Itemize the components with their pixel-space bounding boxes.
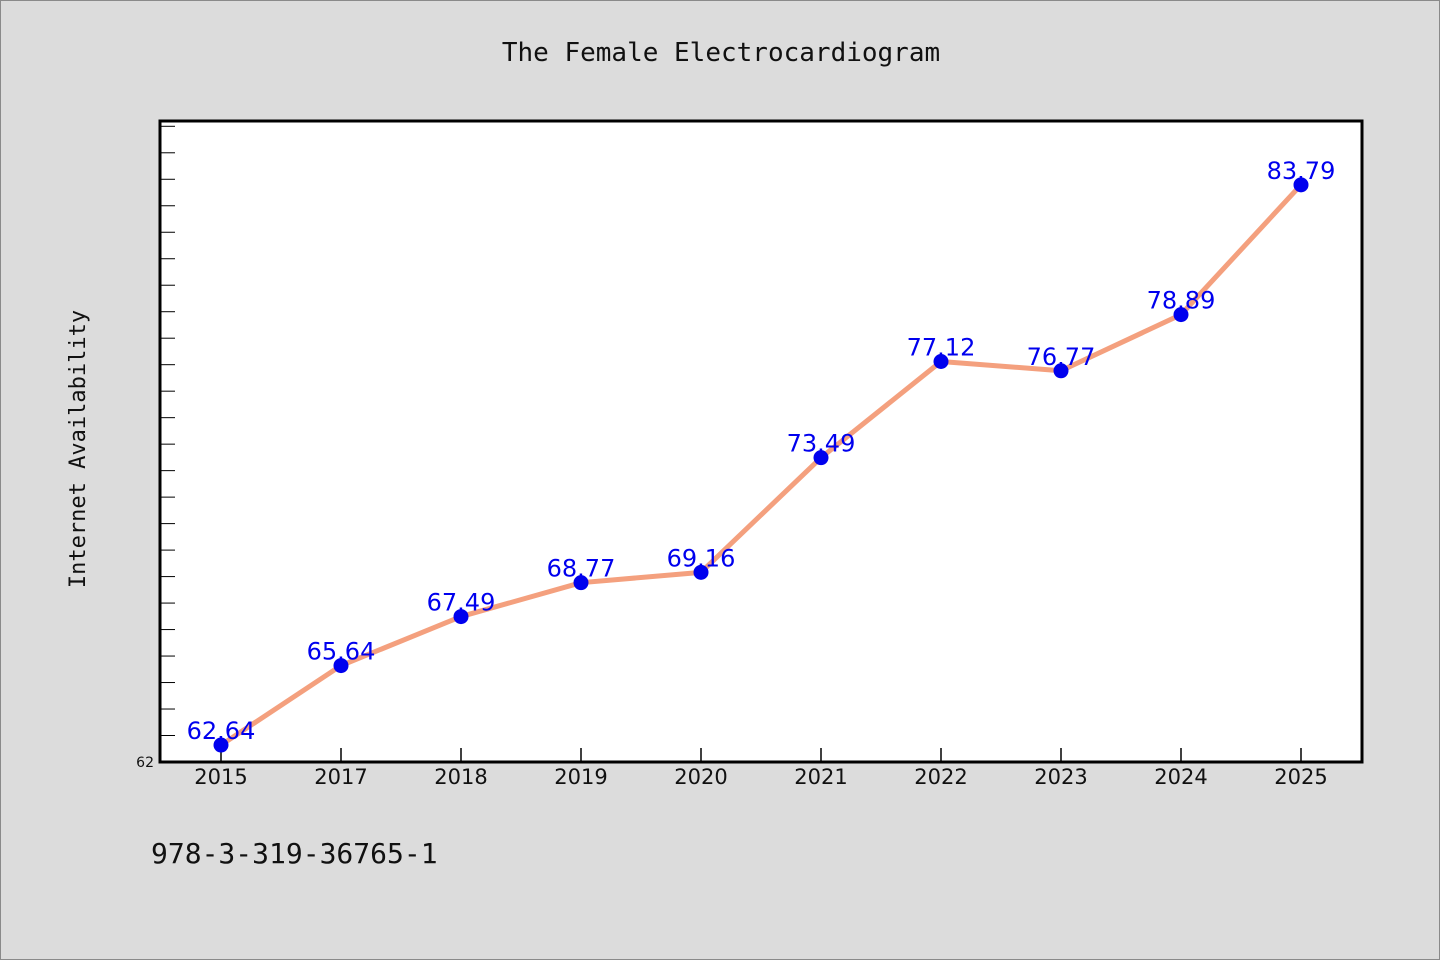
data-label: 83.79	[1267, 157, 1336, 185]
x-tick-label: 2021	[794, 765, 847, 789]
data-label: 77.12	[907, 334, 976, 362]
data-point	[813, 450, 829, 466]
y-axis-ticks: 62	[136, 125, 175, 771]
x-tick-label: 2015	[194, 765, 247, 789]
x-tick-label: 2020	[674, 765, 727, 789]
data-series: 62.64 65.64 67.49 68.77 69.16 73.49 77.12 76.77…	[187, 157, 1336, 753]
data-label: 76.77	[1027, 343, 1096, 371]
data-point	[1173, 307, 1189, 323]
x-tick-label: 2024	[1154, 765, 1207, 789]
x-tick-label: 2025	[1274, 765, 1327, 789]
chart-title: The Female Electrocardiogram	[502, 38, 940, 68]
data-point	[213, 737, 229, 753]
data-label: 67.49	[427, 589, 496, 617]
y-axis-label: Internet Availability	[66, 310, 91, 588]
x-tick-label: 2018	[434, 765, 487, 789]
data-label: 68.77	[547, 555, 616, 583]
data-point	[453, 609, 469, 625]
data-label: 73.49	[787, 430, 856, 458]
x-tick-label: 2019	[554, 765, 607, 789]
data-point	[1053, 363, 1069, 379]
data-point	[333, 658, 349, 674]
data-label: 69.16	[667, 544, 736, 572]
data-point	[573, 575, 589, 591]
x-tick-label: 2022	[914, 765, 967, 789]
y-tick-label: 62	[136, 755, 154, 771]
data-label: 65.64	[307, 638, 376, 666]
isbn-footer: 978-3-319-36765-1	[151, 837, 438, 870]
data-label: 78.89	[1147, 287, 1216, 315]
x-axis-ticks: 2015 2017 2018 2019 2020 2021 2022 2023 2024 2025	[194, 748, 1328, 789]
data-point	[933, 354, 949, 370]
data-point	[693, 564, 709, 580]
x-tick-label: 2017	[314, 765, 367, 789]
data-point	[1293, 177, 1309, 193]
series-line	[218, 182, 1304, 748]
data-label: 62.64	[187, 717, 256, 745]
x-tick-label: 2023	[1034, 765, 1087, 789]
